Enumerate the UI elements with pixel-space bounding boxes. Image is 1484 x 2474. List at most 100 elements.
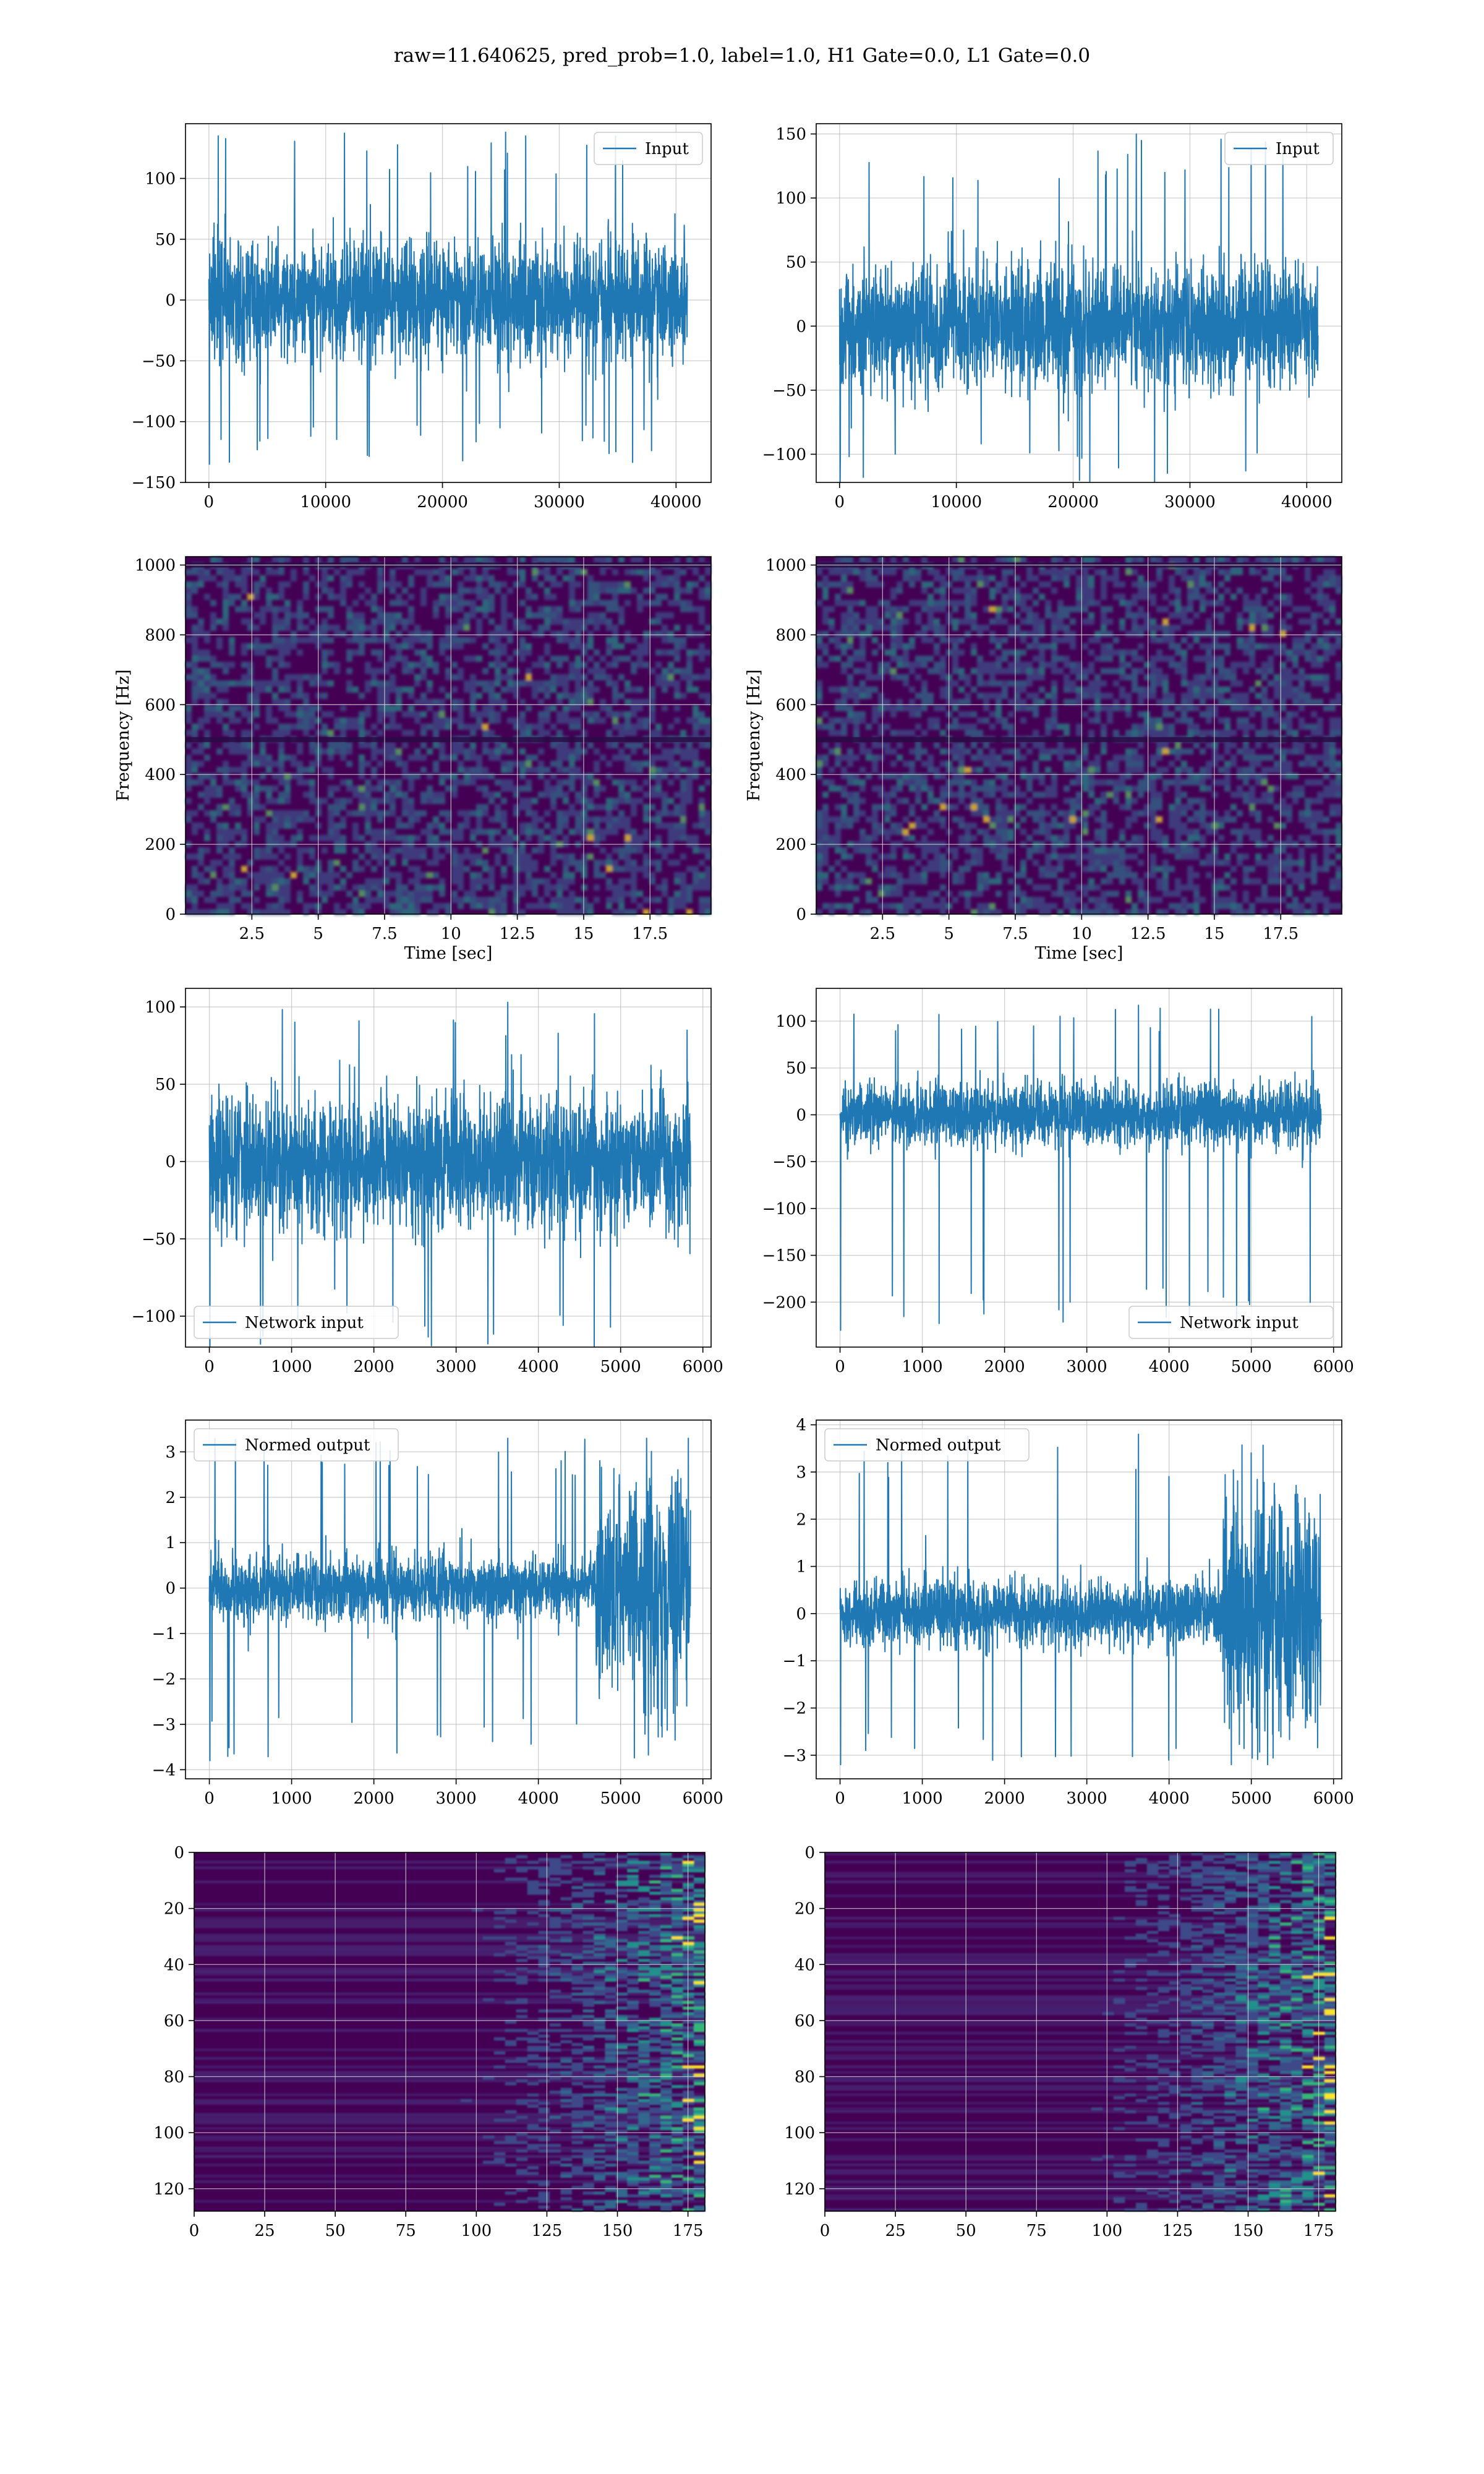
heatmap-cell xyxy=(662,878,668,884)
heatmap-cell xyxy=(680,730,686,736)
heatmap-cell xyxy=(1286,724,1292,730)
heatmap-cell xyxy=(439,643,445,649)
heatmap-cell xyxy=(1255,668,1261,674)
heatmap-cell xyxy=(266,829,272,835)
heatmap-cell xyxy=(643,631,649,637)
heatmap-cell xyxy=(606,618,612,625)
heatmap-cell xyxy=(1088,773,1094,779)
heatmap-cell xyxy=(439,903,445,909)
heatmap-cell xyxy=(989,779,996,785)
heatmap-cell xyxy=(396,705,402,711)
heatmap-cell xyxy=(1138,588,1144,594)
heatmap-cell xyxy=(1311,631,1317,637)
heatmap-cell xyxy=(445,637,451,643)
heatmap-cell xyxy=(229,884,235,891)
heatmap-cell xyxy=(1125,798,1132,804)
heatmap-cell xyxy=(495,897,501,903)
heatmap-cell xyxy=(996,680,1002,687)
heatmap-cell xyxy=(1026,618,1033,625)
heatmap-cell xyxy=(1261,557,1268,563)
heatmap-cell xyxy=(260,680,266,687)
heatmap-cell xyxy=(501,872,507,878)
heatmap-cell xyxy=(1002,594,1008,600)
heatmap-cell xyxy=(563,674,569,680)
heatmap-cell xyxy=(198,779,204,785)
heatmap-cell xyxy=(377,816,383,823)
heatmap-cell xyxy=(427,687,433,693)
heatmap-cell xyxy=(352,792,359,798)
heatmap-cell xyxy=(693,581,699,588)
heatmap-cell xyxy=(686,866,693,872)
heatmap-cell xyxy=(1305,588,1311,594)
heatmap-cell xyxy=(538,903,544,909)
heatmap-cell xyxy=(686,588,693,594)
heatmap-cell xyxy=(464,612,470,618)
heatmap-cell xyxy=(847,711,853,717)
heatmap-cell xyxy=(420,872,427,878)
heatmap-cell xyxy=(526,680,532,687)
heatmap-cell xyxy=(1224,649,1230,656)
heatmap-cell xyxy=(247,569,254,575)
heatmap-cell xyxy=(1255,773,1261,779)
heatmap-cell xyxy=(594,612,600,618)
heatmap-cell xyxy=(210,792,216,798)
heatmap-cell xyxy=(359,773,365,779)
heatmap-cell xyxy=(952,767,958,773)
heatmap-cell xyxy=(396,631,402,637)
heatmap-cell xyxy=(272,643,278,649)
heatmap-cell xyxy=(303,637,309,643)
heatmap-cell xyxy=(1261,631,1268,637)
heatmap-cell xyxy=(1237,569,1243,575)
heatmap-cell xyxy=(699,872,705,878)
heatmap-cell xyxy=(686,606,693,612)
heatmap-cell xyxy=(476,767,482,773)
heatmap-cell xyxy=(1305,575,1311,581)
heatmap-cell xyxy=(247,804,254,810)
heatmap-cell xyxy=(983,810,989,816)
heatmap-cell xyxy=(284,810,291,816)
heatmap-cell xyxy=(328,823,334,829)
heatmap-cell xyxy=(989,711,996,717)
heatmap-cell xyxy=(556,903,563,909)
heatmap-cell xyxy=(291,612,297,618)
heatmap-cell xyxy=(1200,687,1206,693)
heatmap-cell xyxy=(1329,569,1336,575)
heatmap-cell xyxy=(408,798,414,804)
heatmap-cell xyxy=(1101,575,1107,581)
heatmap-cell xyxy=(223,761,229,767)
heatmap-cell xyxy=(952,625,958,631)
heatmap-cell xyxy=(322,891,328,897)
heatmap-cell xyxy=(488,631,495,637)
heatmap-cell xyxy=(1101,656,1107,662)
heatmap-cell xyxy=(1119,835,1125,841)
y-tick-label: 400 xyxy=(145,766,176,784)
heatmap-cell xyxy=(291,693,297,699)
heatmap-cell xyxy=(989,816,996,823)
heatmap-cell xyxy=(1119,656,1125,662)
heatmap-cell xyxy=(1057,618,1064,625)
heatmap-cell xyxy=(1008,557,1014,563)
heatmap-cell xyxy=(897,643,903,649)
heatmap-cell xyxy=(816,637,822,643)
heatmap-cell xyxy=(1298,785,1305,792)
heatmap-cell xyxy=(346,656,352,662)
heatmap-cell xyxy=(1070,680,1076,687)
heatmap-cell xyxy=(594,767,600,773)
heatmap-cell xyxy=(1286,810,1292,816)
heatmap-cell xyxy=(322,618,328,625)
heatmap-cell xyxy=(594,557,600,563)
heatmap-cell xyxy=(216,792,223,798)
heatmap-cell xyxy=(272,835,278,841)
heatmap-cell xyxy=(1132,810,1138,816)
heatmap-cell xyxy=(1181,792,1187,798)
heatmap-cell xyxy=(1020,816,1026,823)
heatmap-cell xyxy=(526,649,532,656)
heatmap-cell xyxy=(971,575,977,581)
heatmap-cell xyxy=(278,878,284,884)
heatmap-cell xyxy=(359,785,365,792)
heatmap-cell xyxy=(284,606,291,612)
heatmap-cell xyxy=(1230,730,1237,736)
heatmap-cell xyxy=(1261,693,1268,699)
heatmap-cell xyxy=(927,581,934,588)
heatmap-cell xyxy=(841,693,847,699)
